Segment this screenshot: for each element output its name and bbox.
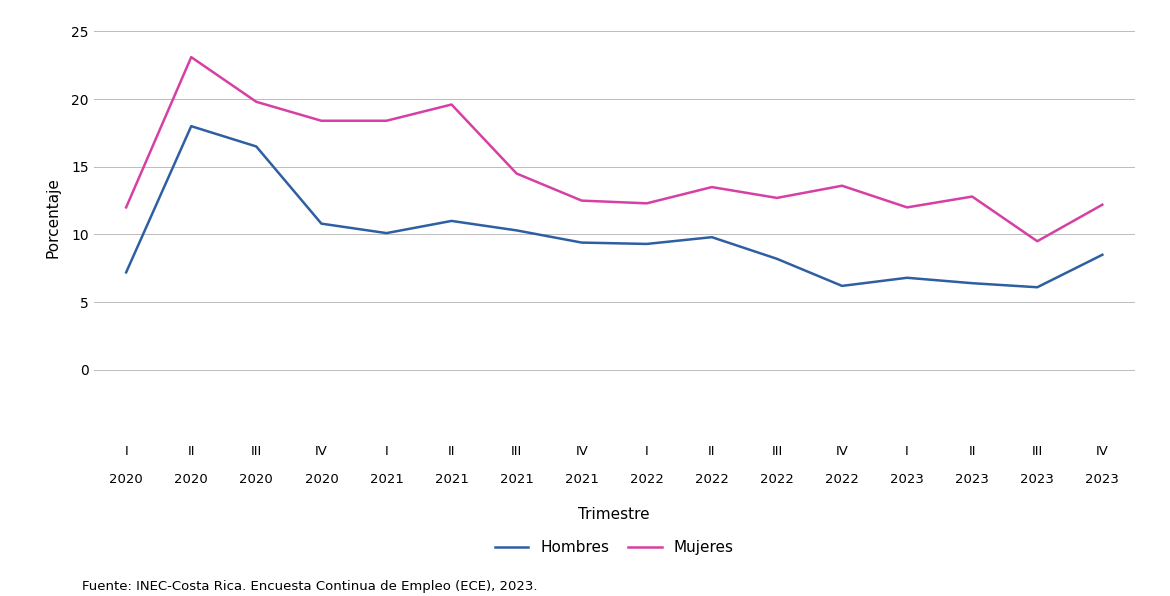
- Hombres: [900, 274, 914, 281]
- Hombres: [510, 227, 524, 234]
- Mujeres: [965, 193, 979, 200]
- Text: 2022: 2022: [760, 473, 794, 486]
- Hombres: [445, 218, 459, 225]
- Text: III: III: [250, 445, 262, 458]
- Hombres: [379, 229, 393, 237]
- Text: II: II: [448, 445, 455, 458]
- Text: 2021: 2021: [370, 473, 404, 486]
- Text: 2023: 2023: [1086, 473, 1120, 486]
- Hombres: [119, 269, 133, 276]
- Text: III: III: [771, 445, 783, 458]
- Text: Fuente: INEC-Costa Rica. Encuesta Continua de Empleo (ECE), 2023.: Fuente: INEC-Costa Rica. Encuesta Contin…: [82, 580, 537, 593]
- Mujeres: [1031, 238, 1045, 245]
- Hombres: [835, 283, 849, 290]
- Text: 2020: 2020: [240, 473, 273, 486]
- Hombres: [965, 280, 979, 287]
- Text: I: I: [645, 445, 648, 458]
- Text: III: III: [511, 445, 522, 458]
- Text: Trimestre: Trimestre: [578, 507, 651, 522]
- Line: Mujeres: Mujeres: [126, 57, 1102, 241]
- Hombres: [574, 239, 589, 246]
- Mujeres: [510, 170, 524, 177]
- Mujeres: [379, 117, 393, 125]
- Mujeres: [445, 101, 459, 108]
- Text: 2021: 2021: [434, 473, 468, 486]
- Text: IV: IV: [1096, 445, 1109, 458]
- Mujeres: [315, 117, 329, 125]
- Text: II: II: [969, 445, 976, 458]
- Hombres: [1031, 284, 1045, 291]
- Text: IV: IV: [576, 445, 589, 458]
- Text: I: I: [124, 445, 128, 458]
- Mujeres: [1095, 201, 1109, 208]
- Text: 2021: 2021: [565, 473, 599, 486]
- Mujeres: [184, 54, 198, 61]
- Mujeres: [640, 200, 654, 207]
- Mujeres: [119, 204, 133, 211]
- Text: IV: IV: [835, 445, 848, 458]
- Hombres: [1095, 251, 1109, 258]
- Mujeres: [835, 182, 849, 190]
- Mujeres: [249, 98, 263, 105]
- Y-axis label: Porcentaje: Porcentaje: [44, 177, 60, 258]
- Text: IV: IV: [315, 445, 328, 458]
- Hombres: [184, 123, 198, 130]
- Mujeres: [770, 194, 784, 201]
- Text: 2021: 2021: [500, 473, 534, 486]
- Text: III: III: [1032, 445, 1042, 458]
- Hombres: [640, 240, 654, 247]
- Text: I: I: [385, 445, 388, 458]
- Mujeres: [574, 197, 589, 204]
- Text: II: II: [187, 445, 195, 458]
- Text: 2022: 2022: [695, 473, 729, 486]
- Legend: Hombres, Mujeres: Hombres, Mujeres: [489, 534, 739, 561]
- Text: 2023: 2023: [890, 473, 924, 486]
- Text: 2022: 2022: [825, 473, 859, 486]
- Text: 2020: 2020: [174, 473, 208, 486]
- Hombres: [770, 255, 784, 262]
- Text: I: I: [906, 445, 909, 458]
- Hombres: [249, 143, 263, 150]
- Line: Hombres: Hombres: [126, 126, 1102, 287]
- Mujeres: [704, 184, 718, 191]
- Text: II: II: [708, 445, 716, 458]
- Hombres: [315, 220, 329, 227]
- Mujeres: [900, 204, 914, 211]
- Text: 2023: 2023: [1020, 473, 1054, 486]
- Text: 2020: 2020: [304, 473, 338, 486]
- Text: 2020: 2020: [109, 473, 143, 486]
- Hombres: [704, 234, 718, 241]
- Text: 2022: 2022: [629, 473, 663, 486]
- Text: 2023: 2023: [955, 473, 989, 486]
